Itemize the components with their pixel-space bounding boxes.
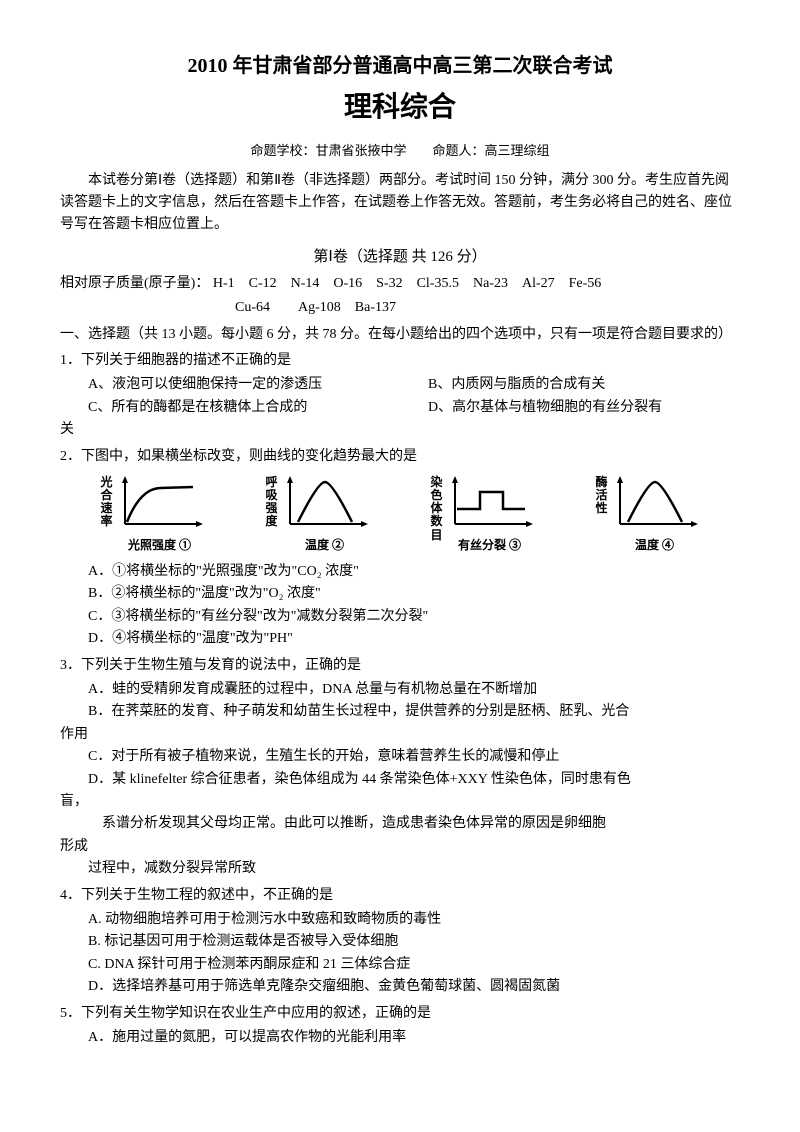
chart3-xlabel: 有丝分裂 ③ [458, 536, 521, 555]
chart3-svg [445, 474, 535, 534]
q5-option-a: A．施用过量的氮肥，可以提高农作物的光能利用率 [60, 1027, 740, 1049]
chart1-svg [115, 474, 205, 534]
chart1-ylabel: 光合速率 [100, 474, 112, 529]
atomic-mass-line1: 相对原子质量(原子量)： H-1 C-12 N-14 O-16 S-32 Cl-… [60, 273, 740, 295]
q3-option-d-line3: 过程中，减数分裂异常所致 [60, 858, 740, 880]
q4-option-a: A. 动物细胞培养可用于检测污水中致癌和致畸物质的毒性 [60, 909, 740, 931]
chart4-xlabel: 温度 ④ [635, 536, 674, 555]
chart-2: 呼吸强度 温度 ② [265, 474, 369, 555]
q1-option-c: C、所有的酶都是在核糖体上合成的 [60, 397, 400, 419]
q3-option-a: A．蛙的受精卵发育成囊胚的过程中，DNA 总量与有机物总量在不断增加 [60, 679, 740, 701]
question-2: 2．下图中，如果横坐标改变，则曲线的变化趋势最大的是 光合速率 光照强度 ① [60, 446, 740, 651]
exam-title-line2: 理科综合 [60, 86, 740, 131]
question-3: 3．下列关于生物生殖与发育的说法中，正确的是 A．蛙的受精卵发育成囊胚的过程中，… [60, 655, 740, 881]
q1-option-d-cont: 关 [60, 419, 740, 441]
chart2-svg [280, 474, 370, 534]
chart4-svg [610, 474, 700, 534]
q2-option-c: C．③将横坐标的"有丝分裂"改为"减数分裂第二次分裂" [60, 606, 740, 628]
q4-option-c: C. DNA 探针可用于检测苯丙酮尿症和 21 三体综合症 [60, 954, 740, 976]
q4-option-d: D．选择培养基可用于筛选单克隆杂交瘤细胞、金黄色葡萄球菌、圆褐固氮菌 [60, 976, 740, 998]
question-4: 4．下列关于生物工程的叙述中，不正确的是 A. 动物细胞培养可用于检测污水中致癌… [60, 885, 740, 999]
q1-option-b: B、内质网与脂质的合成有关 [400, 374, 740, 396]
q3-option-d-cont: 盲， [60, 791, 740, 813]
section1-title: 第Ⅰ卷（选择题 共 126 分） [60, 245, 740, 269]
question-5: 5．下列有关生物学知识在农业生产中应用的叙述，正确的是 A．施用过量的氮肥，可以… [60, 1003, 740, 1050]
q3-option-b: B．在荠菜胚的发育、种子萌发和幼苗生长过程中，提供营养的分别是胚柄、胚乳、光合 [60, 701, 740, 723]
q2-option-a: A．①将横坐标的"光照强度"改为"CO₂ 浓度" [60, 561, 740, 583]
q3-stem: 3．下列关于生物生殖与发育的说法中，正确的是 [60, 655, 740, 677]
q1-option-d: D、高尔基体与植物细胞的有丝分裂有 [400, 397, 740, 419]
chart-row: 光合速率 光照强度 ① 呼吸强度 [60, 474, 740, 555]
q2-stem: 2．下图中，如果横坐标改变，则曲线的变化趋势最大的是 [60, 446, 740, 468]
q3-option-d: D．某 klinefelter 综合征患者，染色体组成为 44 条常染色体+XX… [60, 769, 740, 791]
atomic-values1: H-1 C-12 N-14 O-16 S-32 Cl-35.5 Na-23 Al… [213, 276, 601, 291]
chart-4: 酶活性 温度 ④ [595, 474, 699, 555]
q3-option-d-line2-cont: 形成 [60, 836, 740, 858]
credits: 命题学校：甘肃省张掖中学 命题人：高三理综组 [60, 141, 740, 162]
q1-stem: 1．下列关于细胞器的描述不正确的是 [60, 350, 740, 372]
chart2-xlabel: 温度 ② [305, 536, 344, 555]
q5-stem: 5．下列有关生物学知识在农业生产中应用的叙述，正确的是 [60, 1003, 740, 1025]
question-1: 1．下列关于细胞器的描述不正确的是 A、液泡可以使细胞保持一定的渗透压 B、内质… [60, 350, 740, 442]
q2-option-d: D．④将横坐标的"温度"改为"PH" [60, 628, 740, 650]
q4-option-b: B. 标记基因可用于检测运载体是否被导入受体细胞 [60, 931, 740, 953]
chart-1: 光合速率 光照强度 ① [100, 474, 204, 555]
chart4-ylabel: 酶活性 [595, 474, 607, 516]
exam-title-line1: 2010 年甘肃省部分普通高中高三第二次联合考试 [60, 50, 740, 82]
chart3-ylabel: 染色体数目 [430, 474, 442, 542]
q2-option-b: B．②将横坐标的"温度"改为"O₂ 浓度" [60, 583, 740, 605]
q3-option-d-line2: 系谱分析发现其父母均正常。由此可以推断，造成患者染色体异常的原因是卵细胞 [60, 813, 740, 835]
chart-3: 染色体数目 有丝分裂 ③ [430, 474, 534, 555]
chart2-ylabel: 呼吸强度 [265, 474, 277, 529]
q1-option-a: A、液泡可以使细胞保持一定的渗透压 [60, 374, 400, 396]
q3-option-b-cont: 作用 [60, 724, 740, 746]
chart1-xlabel: 光照强度 ① [128, 536, 191, 555]
atomic-mass-line2: Cu-64 Ag-108 Ba-137 [60, 297, 740, 319]
q3-option-c: C．对于所有被子植物来说，生殖生长的开始，意味着营养生长的减慢和停止 [60, 746, 740, 768]
intro-paragraph: 本试卷分第Ⅰ卷（选择题）和第Ⅱ卷（非选择题）两部分。考试时间 150 分钟，满分… [60, 170, 740, 237]
atomic-label: 相对原子质量(原子量)： [60, 276, 209, 291]
section1-desc: 一、选择题（共 13 小题。每小题 6 分，共 78 分。在每小题给出的四个选项… [60, 324, 740, 346]
q4-stem: 4．下列关于生物工程的叙述中，不正确的是 [60, 885, 740, 907]
